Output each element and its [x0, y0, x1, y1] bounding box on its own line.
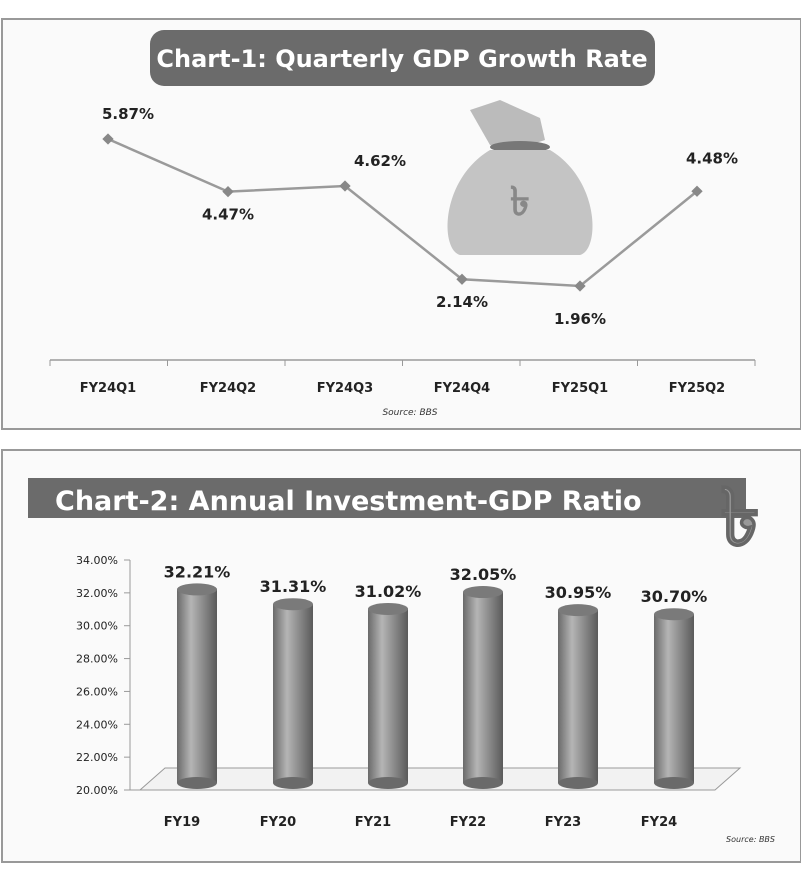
data-label: 4.62%: [354, 152, 406, 170]
x-tick-label: FY24Q4: [434, 381, 490, 396]
chart-1-title-pill: Chart-1: Quarterly GDP Growth Rate: [150, 30, 655, 86]
bar-top: [368, 602, 408, 615]
data-label: 5.87%: [102, 105, 154, 123]
data-point: [222, 185, 234, 198]
data-point: [456, 273, 468, 285]
bar-top: [273, 598, 313, 611]
y-tick-label: 24.00%: [76, 718, 118, 731]
data-label: 30.95%: [545, 583, 612, 602]
svg-text:৳: ৳: [510, 179, 530, 225]
bar-top: [654, 608, 694, 621]
data-label: 31.02%: [355, 582, 422, 601]
x-tick-label: FY25Q1: [552, 381, 608, 396]
bar: [463, 592, 503, 783]
bar-base: [368, 777, 408, 789]
data-point: [574, 280, 586, 292]
chart-2-source: Source: BBS: [726, 835, 775, 844]
x-tick-label: FY22: [450, 815, 486, 830]
data-label: 1.96%: [554, 310, 606, 328]
data-label: 32.05%: [450, 565, 517, 584]
data-label: 32.21%: [164, 562, 231, 581]
y-tick-label: 20.00%: [76, 784, 118, 797]
x-tick-label: FY20: [260, 815, 296, 830]
x-tick-label: FY25Q2: [669, 381, 725, 396]
bar-top: [463, 586, 503, 599]
series-line: [107, 137, 698, 288]
data-label: 4.47%: [202, 206, 254, 224]
bar-base: [558, 777, 598, 789]
x-tick-label: FY23: [545, 815, 581, 830]
data-label: 31.31%: [260, 577, 327, 596]
x-tick-label: FY24Q2: [200, 381, 256, 396]
x-tick-label: FY24: [641, 815, 677, 830]
taka-symbol-icon: ৳: [720, 471, 761, 565]
chart-2-title: Chart-2: Annual Investment-GDP Ratio: [55, 486, 642, 517]
y-tick-label: 26.00%: [76, 685, 118, 698]
bar-base: [177, 777, 217, 789]
y-tick-label: 30.00%: [76, 620, 118, 633]
data-point: [102, 133, 114, 145]
data-label: 4.48%: [686, 149, 738, 167]
chart-1-panel: [1, 18, 801, 430]
bar: [273, 604, 313, 783]
bar-base: [654, 777, 694, 789]
x-tick-label: FY24Q3: [317, 381, 373, 396]
chart-1-source: Source: BBS: [382, 408, 437, 418]
chart-2-title-banner: Chart-2: Annual Investment-GDP Ratio: [28, 478, 746, 518]
svg-text:৳: ৳: [720, 471, 760, 564]
bar-base: [273, 777, 313, 789]
bar-top: [558, 604, 598, 617]
chart-1-title: Chart-1: Quarterly GDP Growth Rate: [156, 45, 647, 73]
bar: [177, 589, 217, 783]
chart-floor: [138, 767, 742, 791]
x-tick-label: FY21: [355, 815, 391, 830]
y-tick-label: 28.00%: [76, 653, 118, 666]
x-tick-label: FY19: [164, 815, 200, 830]
data-point: [691, 185, 703, 197]
bar-top: [177, 583, 217, 596]
money-bag-icon: ৳: [447, 100, 593, 255]
y-tick-label: 34.00%: [76, 554, 118, 567]
bar-base: [463, 777, 503, 789]
bar: [558, 610, 598, 783]
data-label: 30.70%: [641, 587, 708, 606]
y-tick-label: 22.00%: [76, 751, 118, 764]
data-point: [339, 180, 351, 192]
data-label: 2.14%: [436, 293, 488, 311]
bar: [654, 614, 694, 783]
x-tick-label: FY24Q1: [80, 381, 136, 396]
bar: [368, 608, 408, 783]
y-tick-label: 32.00%: [76, 587, 118, 600]
